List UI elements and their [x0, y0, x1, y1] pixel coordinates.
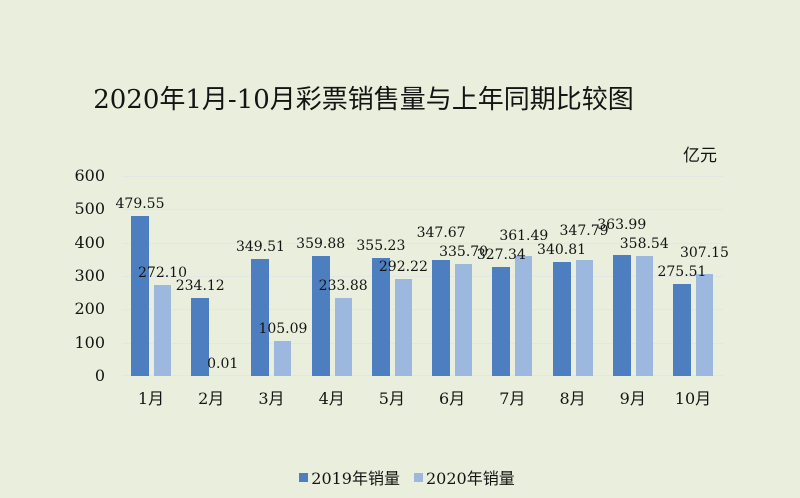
x-category-label-4月: 4月: [318, 389, 345, 408]
x-category-label-1月: 1月: [137, 389, 165, 408]
value-label-2019年销量-2月: 234.12: [175, 277, 225, 294]
bar-2019年销量-8月: [552, 262, 571, 376]
gridline: [122, 209, 723, 211]
x-category-label-10月: 10月: [674, 389, 712, 408]
x-category-label-2月: 2月: [198, 389, 225, 408]
bar-2020年销量-10月: [695, 273, 713, 376]
bar-2019年销量-2月: [191, 297, 210, 376]
axis-unit-label: 亿元: [683, 146, 717, 166]
value-label-2020年销量-4月: 233.88: [318, 278, 368, 295]
y-tick-label: 100: [74, 332, 105, 352]
value-label-2020年销量-5月: 292.22: [378, 258, 428, 275]
chart-title: 2020年1月-10月彩票销售量与上年同期比较图: [93, 85, 634, 115]
legend-label-2019: 2019年销量: [311, 469, 400, 488]
legend-item-2019: 2019年销量: [299, 465, 400, 489]
value-label-2019年销量-3月: 349.51: [235, 239, 285, 256]
gridline: [122, 276, 723, 277]
plot-area: 479.55 272.10 234.12 0.01 349.51 105.09 359.88…: [116, 176, 729, 376]
bar-2020年销量-6月: [455, 264, 473, 376]
bar-2019年销量-10月: [672, 284, 691, 376]
y-tick-label: 400: [74, 232, 105, 252]
x-category-label-9月: 9月: [619, 389, 646, 408]
gridline: [122, 242, 723, 244]
bar-2019年销量-7月: [492, 266, 511, 376]
legend: 2019年销量 2020年销量: [0, 465, 800, 489]
bar-2019年销量-9月: [612, 254, 631, 376]
value-label-2019年销量-5月: 355.23: [356, 237, 406, 254]
legend-label-2020: 2020年销量: [426, 469, 515, 488]
bar-2020年销量-3月: [274, 340, 292, 376]
value-label-2019年销量-7月: 327.34: [476, 246, 526, 263]
y-tick-label: 200: [74, 299, 105, 319]
value-label-2020年销量-8月: 347.79: [559, 223, 609, 240]
value-label-2020年销量-2月: 0.01: [207, 355, 239, 372]
bar-2020年销量-8月: [575, 260, 593, 376]
legend-swatch-2019-icon: [299, 472, 309, 482]
x-category-label-6月: 6月: [439, 389, 466, 408]
value-label-2020年销量-7月: 361.49: [499, 227, 549, 244]
bar-2019年销量-4月: [311, 256, 330, 376]
x-category-label-8月: 8月: [559, 389, 586, 408]
bar-2020年销量-5月: [394, 278, 412, 376]
gridline: [122, 309, 723, 311]
legend-item-2020: 2020年销量: [414, 465, 515, 489]
y-tick-label: 0: [94, 366, 105, 385]
value-label-2019年销量-4月: 359.88: [296, 236, 346, 253]
bar-2020年销量-1月: [154, 285, 171, 376]
bar-2020年销量-4月: [334, 298, 352, 376]
value-label-2019年销量-10月: 275.51: [657, 264, 707, 281]
value-label-2019年销量-6月: 347.67: [416, 225, 466, 242]
y-tick-label: 600: [74, 166, 105, 185]
value-label-2020年销量-3月: 105.09: [258, 320, 308, 337]
value-label-2019年销量-9月: 363.99: [597, 217, 647, 234]
bar-2020年销量-7月: [515, 255, 533, 376]
y-tick-label: 500: [74, 199, 105, 219]
x-category-label-3月: 3月: [258, 389, 285, 408]
legend-swatch-2020-icon: [414, 472, 423, 482]
value-label-2020年销量-10月: 307.15: [679, 245, 729, 262]
x-category-label-7月: 7月: [499, 389, 526, 408]
bar-2019年销量-3月: [251, 259, 270, 376]
value-label-2020年销量-6月: 335.70: [439, 244, 489, 261]
bar-2020年销量-9月: [635, 256, 653, 376]
bar-2019年销量-1月: [131, 216, 149, 376]
x-category-label-5月: 5月: [378, 389, 405, 408]
value-label-2019年销量-1月: 479.55: [115, 196, 165, 213]
value-label-2020年销量-9月: 358.54: [619, 236, 669, 253]
bar-2019年销量-5月: [371, 257, 390, 376]
y-tick-label: 300: [74, 266, 105, 285]
value-label-2019年销量-8月: 340.81: [537, 242, 587, 259]
gridline: [122, 342, 723, 344]
gridline: [122, 176, 723, 177]
value-label-2020年销量-1月: 272.10: [138, 265, 187, 282]
gridline: [122, 375, 723, 376]
bar-2019年销量-6月: [432, 260, 451, 376]
